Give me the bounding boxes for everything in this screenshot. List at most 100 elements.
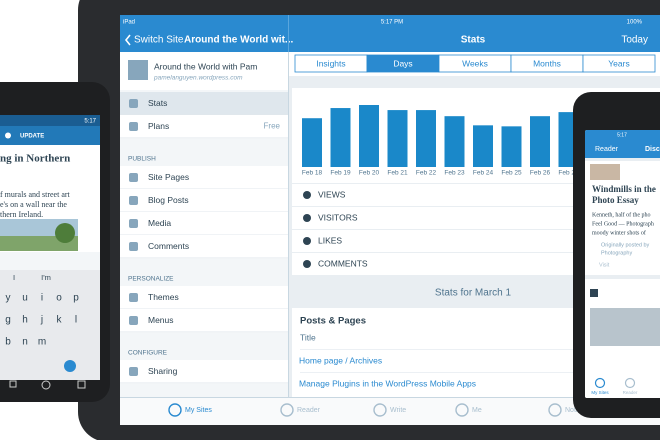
- tab-label[interactable]: Reader: [297, 407, 321, 414]
- tab[interactable]: [582, 54, 656, 73]
- key[interactable]: j: [40, 315, 43, 326]
- tab-icon[interactable]: [168, 403, 182, 417]
- tab-icon[interactable]: [624, 377, 636, 389]
- ipad-screen: iPad 5:17 PM 100% Switch Site Around the…: [120, 15, 660, 425]
- key[interactable]: g: [5, 315, 11, 326]
- menu-row-border: [120, 234, 288, 236]
- posts-rows: Home page / Archives Manage Plugins in th…: [299, 349, 660, 388]
- bar[interactable]: [330, 108, 351, 167]
- key[interactable]: o: [56, 293, 62, 304]
- tab-icon[interactable]: [594, 377, 606, 389]
- metric-icon: [303, 260, 311, 268]
- tab-icon[interactable]: [373, 403, 387, 417]
- tab-icon[interactable]: [280, 403, 294, 417]
- metric-label[interactable]: VIEWS: [318, 189, 346, 199]
- keys: I I'm y u i o p g h j k l b n m: [5, 273, 79, 348]
- menu-row[interactable]: [120, 212, 288, 235]
- metric-label[interactable]: COMMENTS: [318, 258, 368, 268]
- tab-label[interactable]: Insights: [316, 58, 345, 68]
- bar[interactable]: [302, 118, 322, 167]
- post-link[interactable]: Manage Plugins in the WordPress Mobile A…: [299, 378, 476, 388]
- bar[interactable]: [473, 125, 493, 167]
- nav-recent[interactable]: [77, 380, 86, 389]
- bar[interactable]: [416, 110, 436, 167]
- tab-label[interactable]: Years: [608, 58, 629, 68]
- clock: 5:17 PM: [381, 20, 403, 26]
- settings-icon[interactable]: [5, 132, 11, 139]
- post-link[interactable]: Home page / Archives: [299, 355, 382, 365]
- headline[interactable]: Windmills in the: [592, 184, 656, 194]
- metric-row[interactable]: [292, 253, 660, 275]
- back-icon: [124, 34, 131, 46]
- nav-home[interactable]: [41, 380, 51, 390]
- menu-item[interactable]: Stats: [148, 98, 167, 108]
- key[interactable]: p: [73, 293, 79, 304]
- menu-row[interactable]: [120, 235, 288, 258]
- menu-row[interactable]: [120, 189, 288, 212]
- tab-label[interactable]: My Sites: [185, 407, 212, 414]
- menu-row[interactable]: [120, 309, 288, 332]
- key[interactable]: b: [5, 337, 11, 348]
- today-button[interactable]: Today: [621, 35, 648, 46]
- tab-label[interactable]: Reader: [623, 390, 638, 395]
- suggestion[interactable]: I: [13, 273, 15, 282]
- bar[interactable]: [444, 116, 465, 167]
- metric-row[interactable]: [292, 184, 660, 206]
- sidebar-list: Stats Plans Free PUBLISH Site Pages Blog Post…: [120, 92, 288, 384]
- posts-title: Posts & Pages: [300, 316, 366, 327]
- menu-item[interactable]: Themes: [148, 292, 179, 302]
- bar[interactable]: [530, 116, 550, 167]
- tab-label[interactable]: Days: [393, 58, 412, 68]
- tab-bar-border: [120, 397, 660, 398]
- tab-label[interactable]: Me: [472, 407, 482, 414]
- metric-label[interactable]: LIKES: [318, 235, 342, 245]
- suggestion[interactable]: I'm: [41, 273, 51, 282]
- metric-row[interactable]: [292, 207, 660, 229]
- key[interactable]: l: [75, 315, 77, 326]
- bar[interactable]: [359, 105, 379, 167]
- header: [120, 15, 660, 52]
- headline[interactable]: Photo Essay: [592, 195, 639, 205]
- menu-row[interactable]: [120, 115, 288, 138]
- tab-label[interactable]: Weeks: [462, 58, 488, 68]
- section-heading: CONFIGURE: [128, 350, 168, 357]
- menu-row-border: [120, 211, 288, 213]
- menu-item[interactable]: Sharing: [148, 366, 178, 376]
- menu-item[interactable]: Media: [148, 218, 171, 228]
- back-button[interactable]: Switch Site: [134, 35, 184, 46]
- tab-icon[interactable]: [455, 403, 469, 417]
- menu-item[interactable]: Plans: [148, 121, 169, 131]
- section-heading: PERSONALIZE: [128, 276, 174, 283]
- menu-item[interactable]: Menus: [148, 315, 174, 325]
- metric-row[interactable]: [292, 230, 660, 252]
- tab-label[interactable]: My Sites: [591, 390, 609, 395]
- key[interactable]: y: [6, 293, 11, 304]
- update-button[interactable]: UPDATE: [20, 134, 44, 140]
- key[interactable]: i: [41, 293, 43, 304]
- bar[interactable]: [387, 110, 408, 167]
- back-button[interactable]: Reader: [595, 146, 619, 153]
- key[interactable]: k: [57, 315, 63, 326]
- menu-row[interactable]: [120, 166, 288, 189]
- menu-row[interactable]: [120, 360, 288, 383]
- metric-label[interactable]: VISITORS: [318, 212, 358, 222]
- menu-item[interactable]: Blog Posts: [148, 195, 189, 205]
- menu-item[interactable]: Site Pages: [148, 172, 189, 182]
- page-title: Stats: [461, 35, 486, 46]
- tab-label[interactable]: Write: [390, 407, 406, 414]
- key[interactable]: u: [22, 293, 28, 304]
- enter-key[interactable]: [64, 360, 76, 372]
- menu-row[interactable]: [120, 92, 288, 115]
- key[interactable]: n: [22, 337, 28, 348]
- menu-row[interactable]: [120, 286, 288, 309]
- tab-label[interactable]: Months: [533, 58, 561, 68]
- menu-item[interactable]: Comments: [148, 241, 189, 251]
- key[interactable]: m: [38, 337, 46, 348]
- menu-row-border: [120, 331, 288, 333]
- nav-back[interactable]: [9, 380, 17, 388]
- key[interactable]: h: [22, 315, 28, 326]
- menu-row-border: [120, 257, 288, 259]
- visit-link[interactable]: Visit: [599, 262, 610, 268]
- bar[interactable]: [501, 126, 522, 167]
- tab-icon[interactable]: [548, 403, 562, 417]
